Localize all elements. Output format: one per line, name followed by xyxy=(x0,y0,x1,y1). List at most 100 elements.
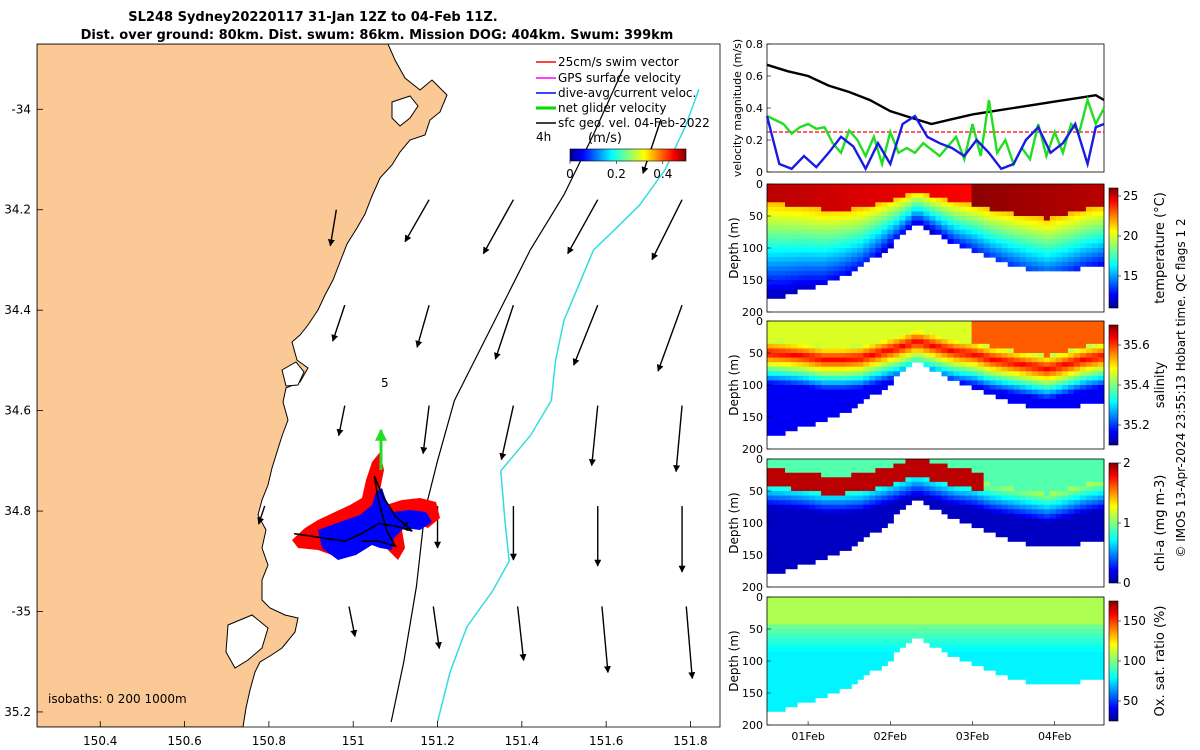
section-cell xyxy=(1007,257,1015,263)
section-cell xyxy=(839,266,846,272)
section-cell xyxy=(779,220,786,226)
section-cell xyxy=(785,330,792,336)
section-cell xyxy=(833,661,840,667)
section-cell xyxy=(875,362,882,368)
section-cell xyxy=(935,353,943,359)
section-cell xyxy=(1025,375,1033,381)
section-cell xyxy=(857,211,864,217)
section-cell xyxy=(785,661,792,667)
section-cell xyxy=(923,184,930,190)
section-cell xyxy=(905,486,912,492)
section-cell xyxy=(881,624,888,630)
section-cell xyxy=(821,674,828,680)
section-cell xyxy=(1079,202,1087,208)
section-cell xyxy=(815,417,822,423)
section-cell xyxy=(785,532,792,538)
section-cell xyxy=(995,353,1003,359)
depth-tick-label: 50 xyxy=(749,485,763,498)
section-cell xyxy=(833,330,840,336)
section-cell xyxy=(869,211,876,217)
section-cell xyxy=(863,252,870,258)
section-cell xyxy=(857,325,864,331)
section-cell xyxy=(839,330,846,336)
section-cell xyxy=(983,357,991,363)
section-cell xyxy=(947,481,955,487)
section-cell xyxy=(1097,647,1105,653)
section-cell xyxy=(935,188,943,194)
section-cell xyxy=(1067,371,1075,377)
section-cell xyxy=(1067,229,1075,235)
section-cell xyxy=(791,486,798,492)
section-cell xyxy=(821,280,828,286)
section-cell xyxy=(887,193,894,199)
section-cell xyxy=(851,541,858,547)
section-cell xyxy=(917,491,924,497)
section-cell xyxy=(911,321,918,327)
section-cell xyxy=(1013,238,1021,244)
section-cell xyxy=(1043,403,1051,409)
section-cell xyxy=(1073,321,1081,327)
section-cell xyxy=(827,343,834,349)
section-cell xyxy=(815,647,822,653)
section-cell xyxy=(893,321,900,327)
section-cell xyxy=(1073,642,1081,648)
section-cell xyxy=(845,362,852,368)
section-cell xyxy=(1001,509,1009,515)
section-cell xyxy=(1091,325,1099,331)
section-cell xyxy=(791,647,798,653)
section-cell xyxy=(983,229,991,235)
section-cell xyxy=(899,459,906,465)
section-cell xyxy=(869,518,876,524)
section-cell xyxy=(1073,606,1081,612)
section-cell xyxy=(791,491,798,497)
section-cell xyxy=(1073,463,1081,469)
section-cell xyxy=(869,509,876,515)
section-cell xyxy=(1025,665,1033,671)
section-cell xyxy=(821,545,828,551)
section-cell xyxy=(1007,330,1015,336)
section-cell xyxy=(1007,357,1015,363)
section-cell xyxy=(893,229,900,235)
section-cell xyxy=(923,597,930,603)
section-cell xyxy=(1043,629,1051,635)
section-cell xyxy=(791,661,798,667)
section-cell xyxy=(809,606,816,612)
section-cell xyxy=(1055,234,1063,240)
section-cell xyxy=(989,197,997,203)
map-y-tick-label: 34.2 xyxy=(4,203,31,217)
section-cell xyxy=(791,371,798,377)
section-cell xyxy=(965,486,973,492)
section-cell xyxy=(941,234,949,240)
section-cell xyxy=(881,504,888,510)
section-cell xyxy=(1079,248,1087,254)
section-cell xyxy=(935,472,943,478)
section-cell xyxy=(1031,248,1039,254)
section-cell xyxy=(1019,633,1027,639)
section-cell xyxy=(1067,472,1075,478)
section-cell xyxy=(1073,674,1081,680)
section-cell xyxy=(971,615,979,621)
section-cell xyxy=(1067,674,1075,680)
section-cell xyxy=(905,188,912,194)
section-cell xyxy=(1043,536,1051,542)
section-cell xyxy=(1097,629,1105,635)
section-cell xyxy=(881,509,888,515)
section-cell xyxy=(785,403,792,409)
section-cell xyxy=(863,633,870,639)
section-cell xyxy=(827,674,834,680)
section-cell xyxy=(833,353,840,359)
section-cell xyxy=(869,220,876,226)
section-cell xyxy=(887,321,894,327)
section-cell xyxy=(851,216,858,222)
section-cell xyxy=(899,343,906,349)
section-cell xyxy=(779,527,786,533)
section-cell xyxy=(1031,202,1039,208)
section-cell xyxy=(1079,532,1087,538)
section-cell xyxy=(983,481,991,487)
section-cell xyxy=(1013,651,1021,657)
section-cell xyxy=(845,504,852,510)
section-cell xyxy=(773,188,780,194)
section-cell xyxy=(785,334,792,340)
section-cell xyxy=(1031,339,1039,345)
section-cell xyxy=(869,486,876,492)
